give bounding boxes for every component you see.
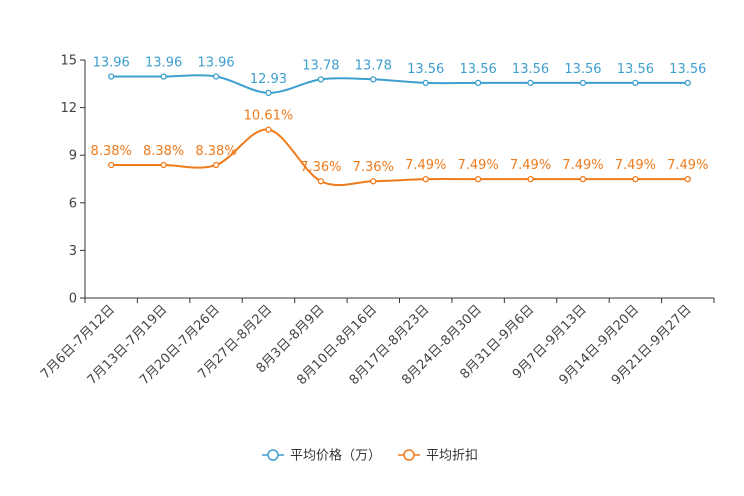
data-point-1-11[interactable] bbox=[684, 176, 691, 183]
data-point-0-4[interactable] bbox=[317, 76, 325, 83]
data-point-1-2[interactable] bbox=[212, 161, 220, 169]
y-axis-labels: 0 3 6 9 12 15 bbox=[60, 54, 77, 307]
y-tick-label: 3 bbox=[69, 244, 77, 259]
data-label-1-5: 7.36% bbox=[353, 160, 394, 175]
data-point-1-5[interactable] bbox=[370, 178, 377, 185]
data-label-0-11: 13.56 bbox=[669, 62, 706, 77]
data-label-1-10: 7.49% bbox=[615, 158, 656, 173]
data-point-0-7[interactable] bbox=[474, 79, 482, 86]
data-point-0-2[interactable] bbox=[212, 73, 220, 80]
data-label-0-6: 13.56 bbox=[407, 62, 444, 77]
data-point-0-0[interactable] bbox=[108, 73, 115, 80]
data-point-1-3[interactable] bbox=[265, 126, 272, 133]
data-point-0-8[interactable] bbox=[527, 79, 534, 86]
series-group bbox=[108, 73, 691, 187]
data-point-1-6[interactable] bbox=[422, 176, 429, 183]
legend-marker-icon bbox=[267, 449, 279, 461]
data-point-1-0[interactable] bbox=[108, 161, 115, 169]
data-point-1-10[interactable] bbox=[632, 176, 639, 183]
data-point-0-6[interactable] bbox=[422, 79, 429, 86]
data-label-1-8: 7.49% bbox=[510, 158, 551, 173]
data-label-0-9: 13.56 bbox=[564, 62, 601, 77]
y-tick-label: 12 bbox=[60, 101, 77, 116]
data-label-0-4: 13.78 bbox=[302, 58, 339, 73]
data-point-1-4[interactable] bbox=[317, 178, 325, 185]
legend-item-1[interactable]: 平均折扣 bbox=[398, 449, 478, 464]
legend-label: 平均价格（万） bbox=[290, 448, 381, 464]
data-point-0-11[interactable] bbox=[684, 79, 691, 86]
data-label-0-2: 13.96 bbox=[197, 56, 234, 71]
data-label-1-7: 7.49% bbox=[457, 158, 498, 173]
x-axis-labels: 7月6日-7月12日7月13日-7月19日7月20日-7月26日7月27日-8月… bbox=[38, 302, 695, 388]
axes bbox=[80, 59, 715, 303]
y-tick-label: 6 bbox=[69, 196, 77, 211]
data-label-1-11: 7.49% bbox=[667, 158, 708, 173]
data-label-1-6: 7.49% bbox=[405, 158, 446, 173]
data-label-1-2: 8.38% bbox=[195, 144, 236, 159]
data-label-0-1: 13.96 bbox=[145, 56, 182, 71]
data-point-1-7[interactable] bbox=[474, 176, 482, 183]
data-label-0-3: 12.93 bbox=[250, 72, 287, 87]
data-labels: 13.96 13.96 13.96 12.93 13.78 13.78 13.56 13.56… bbox=[91, 56, 709, 176]
data-label-0-10: 13.56 bbox=[617, 62, 654, 77]
y-tick-label: 15 bbox=[60, 54, 77, 69]
data-point-1-1[interactable] bbox=[160, 161, 167, 169]
legend-marker-icon bbox=[403, 449, 415, 461]
data-point-0-10[interactable] bbox=[632, 79, 639, 86]
data-point-0-9[interactable] bbox=[579, 79, 587, 86]
data-label-1-0: 8.38% bbox=[91, 144, 132, 159]
series-line-0 bbox=[111, 74, 688, 94]
y-tick-label: 0 bbox=[69, 292, 77, 307]
data-label-1-9: 7.49% bbox=[562, 158, 603, 173]
legend-item-0[interactable]: 平均价格（万） bbox=[262, 448, 381, 464]
data-point-0-5[interactable] bbox=[370, 76, 377, 83]
data-point-0-1[interactable] bbox=[160, 73, 167, 80]
data-point-1-9[interactable] bbox=[579, 176, 587, 183]
data-label-1-1: 8.38% bbox=[143, 144, 184, 159]
legend-label: 平均折扣 bbox=[426, 449, 478, 464]
data-point-0-3[interactable] bbox=[265, 89, 272, 96]
data-label-0-5: 13.78 bbox=[355, 58, 392, 73]
data-point-1-8[interactable] bbox=[527, 176, 534, 183]
data-label-1-4: 7.36% bbox=[300, 160, 341, 175]
data-label-0-0: 13.96 bbox=[93, 56, 130, 71]
legend[interactable]: 平均价格（万） 平均折扣 bbox=[262, 448, 478, 464]
data-label-1-3: 10.61% bbox=[244, 109, 294, 124]
data-label-0-7: 13.56 bbox=[460, 62, 497, 77]
y-tick-label: 9 bbox=[69, 149, 77, 164]
data-label-0-8: 13.56 bbox=[512, 62, 549, 77]
